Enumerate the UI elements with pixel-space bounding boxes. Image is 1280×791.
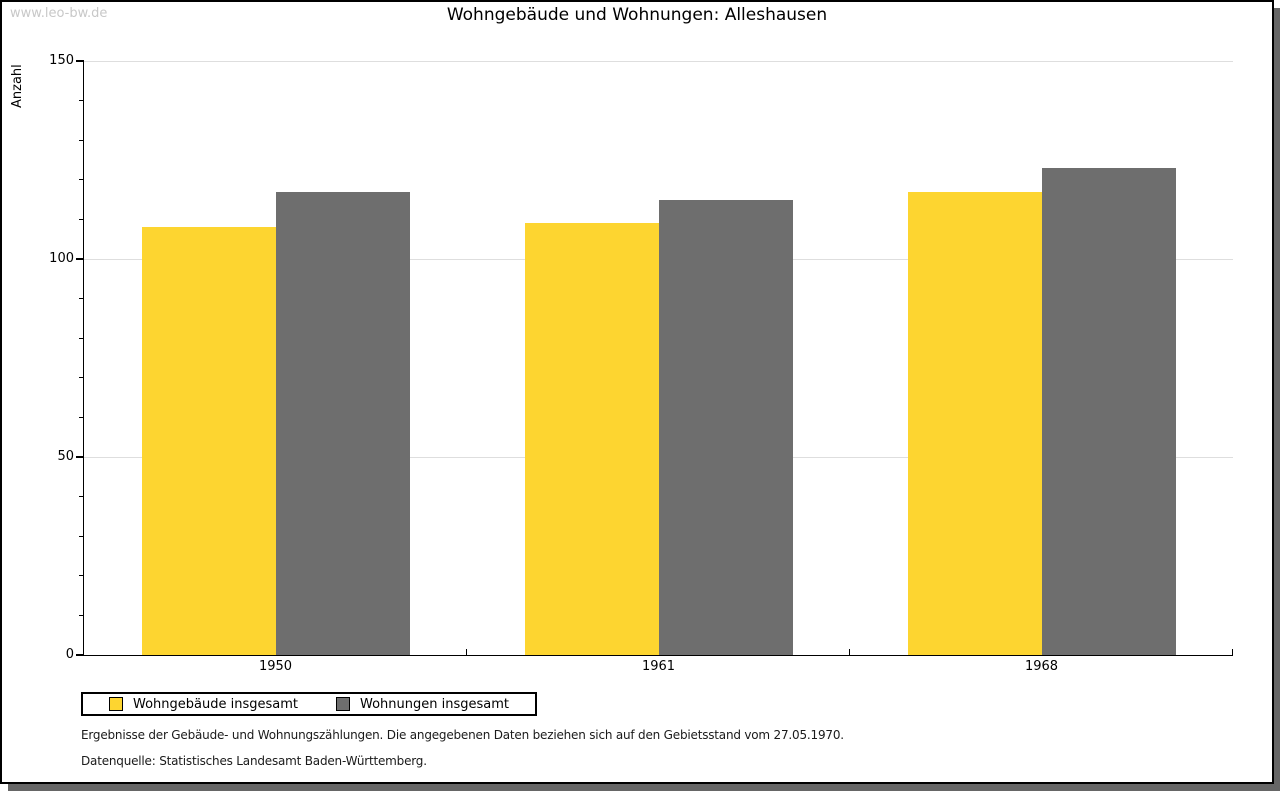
y-tick-minor-40 [79,496,84,498]
legend-box: Wohngebäude insgesamt Wohnungen insgesam… [81,692,537,716]
bar-1961-wohngebaeude [524,223,659,655]
page-shadow-bottom [8,784,1280,791]
legend-label: Wohngebäude insgesamt [133,696,298,712]
page-shadow-right [1274,8,1280,791]
y-tick-minor-30 [79,535,84,537]
y-tick-minor-90 [79,298,84,300]
y-tick-minor-10 [79,614,84,616]
y-tick-major-100 [76,258,84,260]
y-tick-major-50 [76,456,84,458]
x-tick-label-1961: 1961 [641,659,676,674]
y-tick-minor-70 [79,377,84,379]
legend-swatch-gray [336,697,350,711]
legend-item-wohngebaeude: Wohngebäude insgesamt [109,697,298,712]
y-tick-minor-80 [79,337,84,339]
bar-1968-wohngebaeude [907,192,1042,655]
legend-swatch-yellow [109,697,123,711]
bar-1968-wohnungen [1041,168,1176,655]
y-tick-label-0: 0 [65,647,74,662]
y-tick-major-0 [76,654,84,656]
y-tick-minor-60 [79,416,84,418]
y-tick-minor-20 [79,575,84,577]
y-tick-minor-120 [79,179,84,181]
bar-1950-wohngebaeude [141,227,276,655]
y-axis-label: Anzahl [10,64,25,108]
footnote-data-source: Datenquelle: Statistisches Landesamt Bad… [81,754,427,768]
y-tick-label-150: 150 [49,53,74,68]
bar-1950-wohnungen [275,192,410,655]
x-axis-line [83,654,1233,656]
footnote-source-description: Ergebnisse der Gebäude- und Wohnungszähl… [81,728,844,742]
x-tick-label-1950: 1950 [258,659,293,674]
x-axis-tick-1 [466,649,468,655]
y-tick-minor-130 [79,139,84,141]
legend-item-wohnungen: Wohnungen insgesamt [336,697,509,712]
watermark-text: www.leo-bw.de [10,6,108,21]
x-axis-tick-3 [1232,649,1234,655]
y-tick-label-100: 100 [49,251,74,266]
bar-1961-wohnungen [658,200,793,655]
plot-area: 0 50 100 150 1950 1961 1968 [49,53,1234,674]
y-axis-line [83,61,85,655]
gridline-150 [84,60,1233,62]
x-axis-tick-2 [849,649,851,655]
chart-title: Wohngebäude und Wohnungen: Alleshausen [446,5,828,25]
y-tick-label-50: 50 [57,449,74,464]
x-tick-label-1968: 1968 [1024,659,1059,674]
y-tick-minor-140 [79,100,84,102]
legend-label: Wohnungen insgesamt [360,696,509,712]
y-tick-major-150 [76,60,84,62]
y-tick-minor-110 [79,218,84,220]
